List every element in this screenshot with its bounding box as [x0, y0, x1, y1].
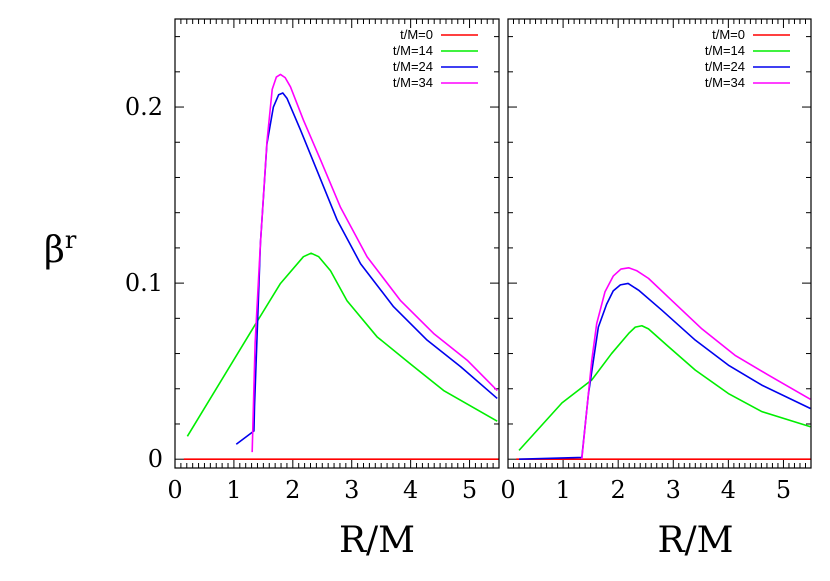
x-tick-label: 0: [167, 476, 182, 504]
series-line-t-m-24: [235, 92, 498, 445]
x-tick-label: 0: [500, 476, 515, 504]
series-line-t-m-34: [251, 73, 498, 453]
x-axis-label: R/M: [657, 520, 733, 561]
legend-label: t/M=0: [400, 27, 433, 42]
y-tick-label: 0: [148, 445, 163, 473]
legend-label: t/M=0: [712, 27, 745, 42]
y-axis-label: βr: [44, 226, 77, 271]
x-tick-label: 3: [666, 476, 681, 504]
x-tick-label: 1: [555, 476, 570, 504]
x-tick-label: 5: [776, 476, 791, 504]
legend-label: t/M=24: [705, 59, 745, 74]
plot-frame: [174, 18, 500, 469]
left-panel: 0 1 2 3 4 5 0 0.1 0.2 R/M t/M=0t/M=14t/M=24t/M=34: [125, 18, 500, 561]
legend-label: t/M=34: [705, 75, 745, 90]
legend-label: t/M=24: [393, 59, 433, 74]
x-tick-label: 2: [285, 476, 300, 504]
x-tick-label: 5: [462, 476, 477, 504]
series-line-t-m-34: [581, 266, 811, 460]
x-tick-label: 4: [403, 476, 418, 504]
series-line-t-m-24: [518, 282, 811, 460]
y-tick-label: 0.1: [125, 269, 163, 297]
plot-frame: [507, 18, 812, 469]
legend-label: t/M=14: [393, 43, 433, 58]
x-tick-label: 3: [344, 476, 359, 504]
x-tick-label: 1: [226, 476, 241, 504]
right-panel: 0 1 2 3 4 5 R/M t/M=0t/M=14t/M=24t/M=34: [500, 18, 812, 561]
series-line-t-m-14: [518, 324, 811, 451]
x-tick-label: 2: [611, 476, 626, 504]
legend-label: t/M=14: [705, 43, 745, 58]
y-axis-label-superscript: r: [65, 226, 77, 254]
series-line-t-m-14: [186, 252, 498, 437]
x-tick-label: 4: [721, 476, 736, 504]
y-tick-label: 0.2: [125, 93, 163, 121]
x-axis-label: R/M: [339, 520, 415, 561]
legend-label: t/M=34: [393, 75, 433, 90]
